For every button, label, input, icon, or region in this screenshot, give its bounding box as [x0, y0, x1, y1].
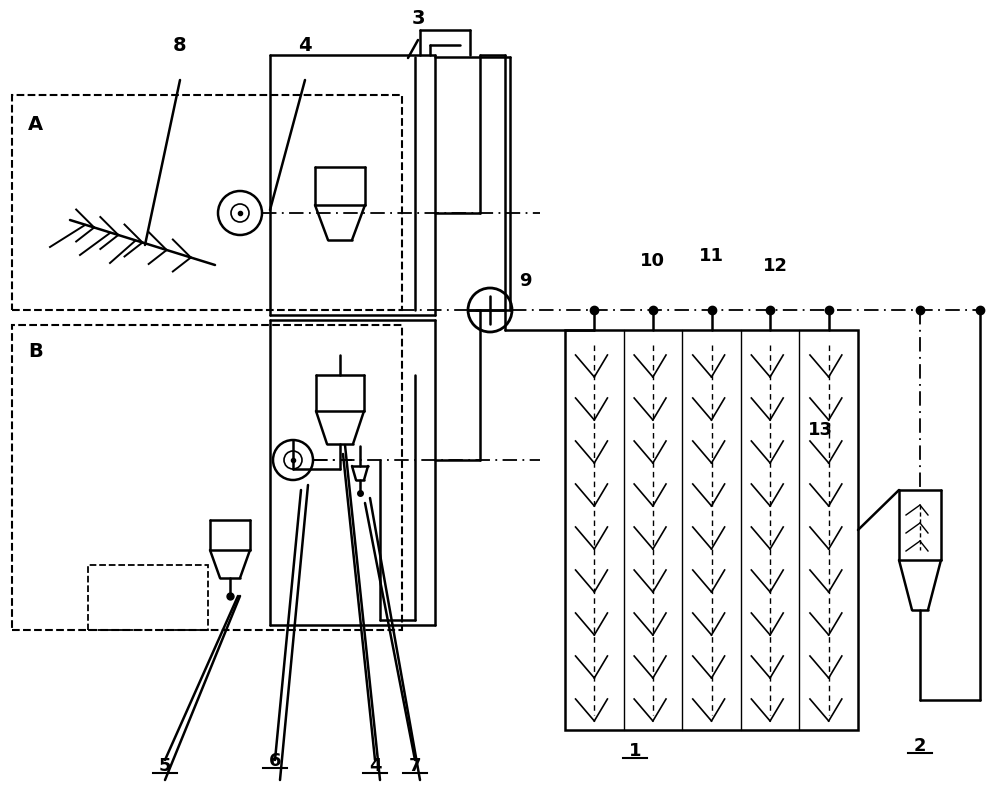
- Text: 4: 4: [298, 36, 312, 55]
- Text: 1: 1: [629, 742, 641, 760]
- Text: 8: 8: [173, 36, 187, 55]
- Text: 5: 5: [159, 757, 171, 775]
- Text: 13: 13: [808, 421, 833, 439]
- Bar: [565, 330, 858, 730]
- Bar: [12, 95, 402, 310]
- Text: 7: 7: [409, 757, 421, 775]
- Bar: [88, 565, 208, 630]
- Text: 12: 12: [763, 257, 788, 275]
- Text: A: A: [28, 115, 43, 134]
- Bar: [12, 325, 402, 630]
- Text: 11: 11: [699, 247, 724, 265]
- Text: 3: 3: [411, 9, 425, 28]
- Text: 9: 9: [519, 272, 531, 290]
- Text: 4: 4: [369, 757, 381, 775]
- Text: 2: 2: [914, 737, 926, 755]
- Text: 10: 10: [640, 252, 665, 270]
- Text: B: B: [28, 342, 43, 361]
- Text: 6: 6: [269, 752, 281, 770]
